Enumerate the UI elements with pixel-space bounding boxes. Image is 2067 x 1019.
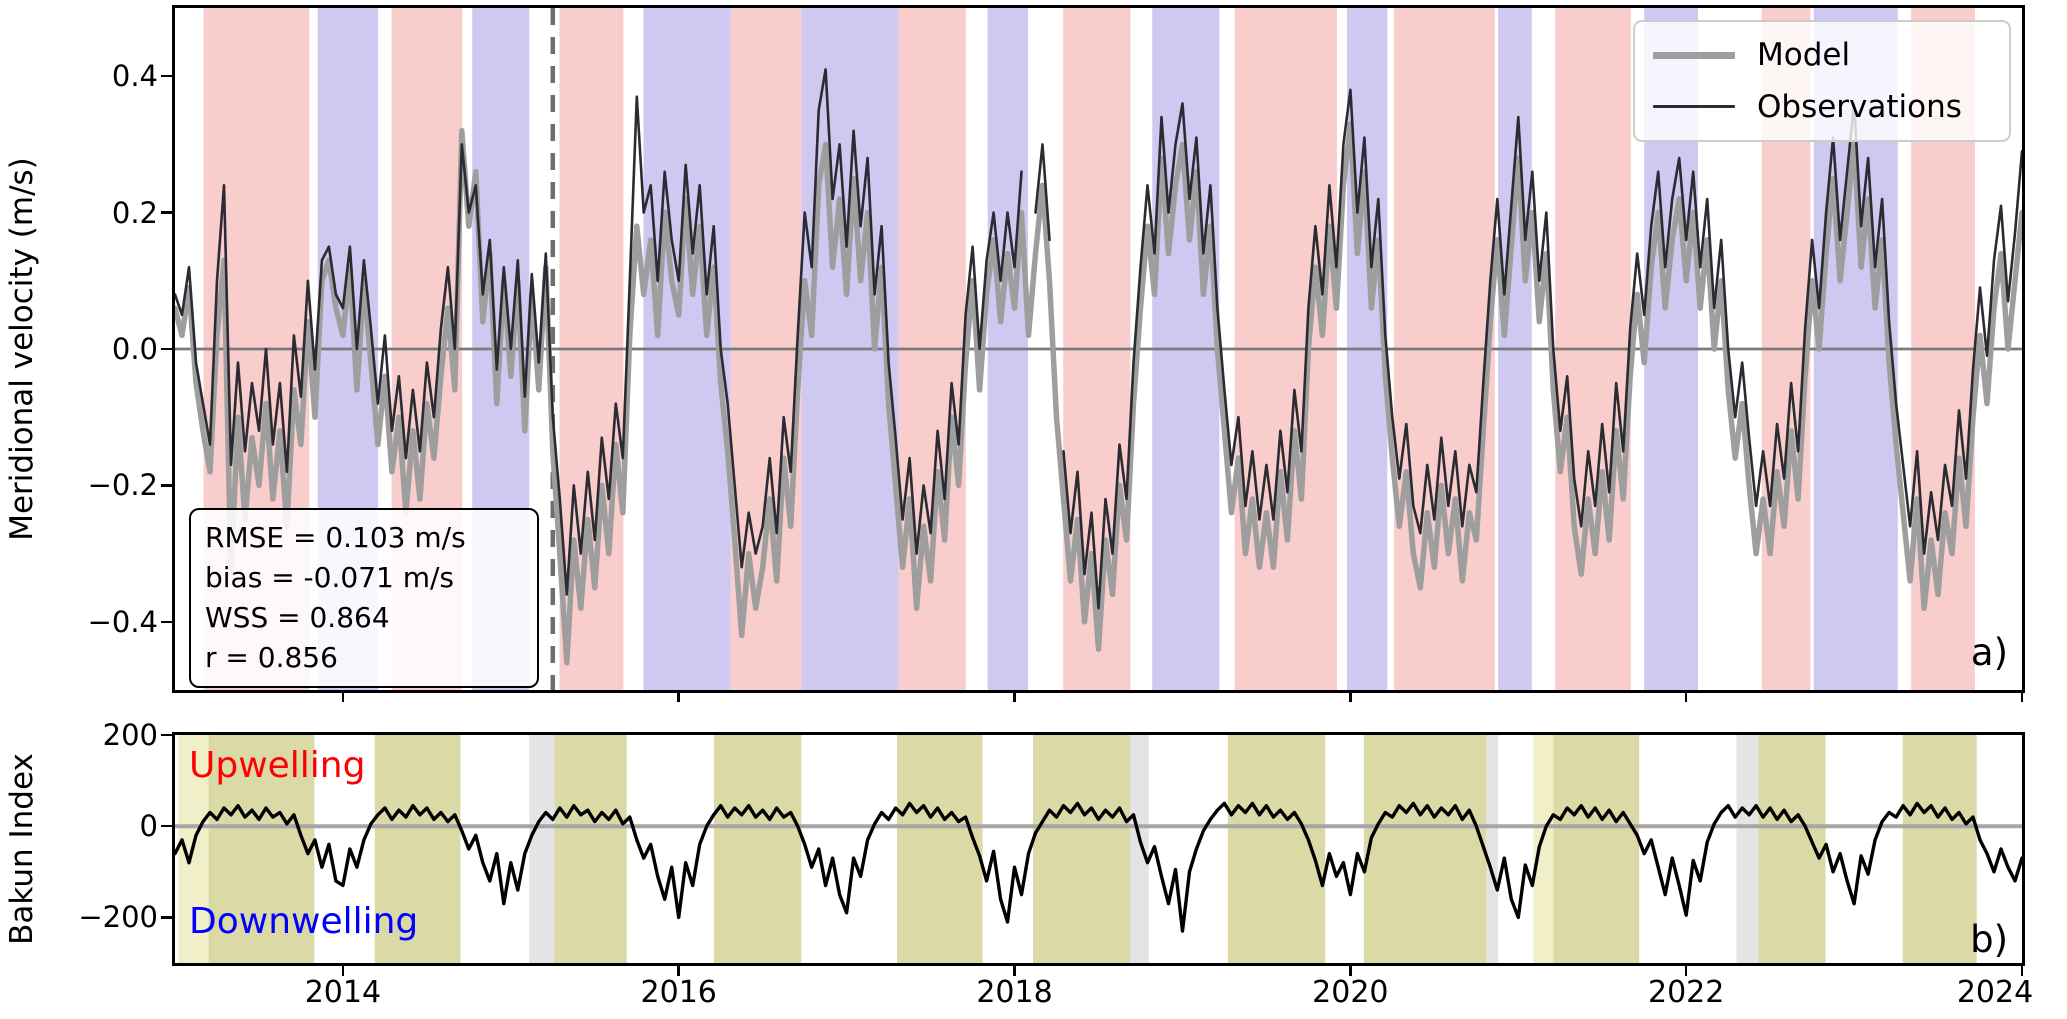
x-tick-label-2018: 2018 — [976, 975, 1053, 1010]
x-tick-panel-a — [2020, 693, 2024, 702]
panel-b-plot-area — [175, 735, 2022, 963]
observations-line-swatch — [1653, 105, 1735, 109]
khaki-shading-band — [1227, 735, 1326, 963]
x-tick-panel-a — [341, 693, 345, 702]
observations-line — [175, 68, 2022, 610]
x-tick-panel-a — [1684, 693, 1688, 702]
panel-a-letter: a) — [1970, 631, 2008, 674]
gray-shading-band — [1736, 735, 1759, 963]
upwelling-label: Upwelling — [189, 745, 366, 786]
stats-box: RMSE = 0.103 m/s bias = -0.071 m/s WSS =… — [189, 508, 539, 688]
y-tick-label-panel-b: 0 — [139, 809, 158, 844]
y-tick-panel-a — [161, 74, 172, 78]
gray-shading-band — [529, 735, 555, 963]
x-tick-label-2020: 2020 — [1312, 975, 1389, 1010]
legend: Model Observations — [1633, 20, 2011, 142]
legend-label-observations: Observations — [1757, 88, 1962, 125]
y-tick-panel-a — [161, 620, 172, 624]
x-tick-panel-b — [341, 966, 345, 976]
stat-r: r = 0.856 — [205, 641, 338, 674]
x-tick-panel-b — [2020, 966, 2024, 976]
y-tick-panel-b — [161, 916, 172, 919]
khaki-shading-band — [713, 735, 802, 963]
paleyellow-shading-band — [1533, 735, 1554, 963]
legend-item-observations: Observations — [1635, 89, 2009, 125]
x-tick-panel-b — [677, 966, 680, 976]
y-tick-label-panel-a: 0.4 — [111, 59, 158, 94]
khaki-shading-band — [1902, 735, 1977, 963]
y-tick-panel-a — [161, 347, 172, 351]
khaki-shading-band — [1363, 735, 1487, 963]
panel-b: Upwelling Downwelling b) — [172, 732, 2025, 966]
y-tick-panel-b — [161, 733, 172, 737]
khaki-shading-band — [374, 735, 461, 963]
khaki-shading-band — [897, 735, 983, 963]
y-tick-label-panel-a: 0.2 — [111, 195, 158, 230]
stat-rmse: RMSE = 0.103 m/s — [205, 521, 466, 554]
legend-label-model: Model — [1757, 37, 1851, 74]
downwelling-label: Downwelling — [189, 901, 419, 942]
x-tick-panel-b — [1684, 966, 1688, 976]
panel-b-letter: b) — [1970, 918, 2008, 961]
y-tick-panel-a — [161, 211, 172, 214]
x-tick-panel-b — [1349, 966, 1352, 976]
y-tick-label-panel-b: −200 — [78, 900, 158, 935]
x-tick-label-2024: 2024 — [1956, 975, 2034, 1010]
stat-wss: WSS = 0.864 — [205, 601, 390, 634]
khaki-shading-band — [554, 735, 627, 963]
legend-item-model: Model — [1635, 37, 2009, 73]
stat-bias: bias = -0.071 m/s — [205, 561, 455, 594]
x-tick-panel-a — [677, 693, 680, 702]
khaki-shading-band — [1033, 735, 1131, 963]
khaki-shading-band — [1553, 735, 1640, 963]
x-tick-panel-a — [1013, 693, 1016, 702]
khaki-shading-band — [208, 735, 315, 963]
y-tick-panel-a — [161, 484, 172, 487]
y-tick-label-panel-a: −0.2 — [87, 468, 158, 503]
x-tick-panel-b — [1013, 966, 1016, 976]
x-tick-label-2022: 2022 — [1647, 975, 1725, 1010]
y-tick-label-panel-a: −0.4 — [87, 604, 158, 639]
y-axis-label-bakun-index: Bakun Index — [4, 753, 40, 945]
x-tick-label-2014: 2014 — [304, 975, 382, 1010]
model-line-swatch — [1653, 51, 1735, 59]
gray-shading-band — [1486, 735, 1499, 963]
panel-a: RMSE = 0.103 m/s bias = -0.071 m/s WSS =… — [172, 5, 2025, 693]
gray-shading-band — [1130, 735, 1149, 963]
bakun-index-line — [175, 801, 2022, 933]
y-tick-label-panel-b: 200 — [102, 718, 158, 752]
y-tick-panel-b — [161, 824, 172, 828]
y-tick-label-panel-a: 0.0 — [111, 332, 158, 366]
x-tick-panel-a — [1349, 693, 1352, 702]
model-line — [175, 121, 2022, 666]
x-tick-label-2016: 2016 — [640, 975, 717, 1010]
